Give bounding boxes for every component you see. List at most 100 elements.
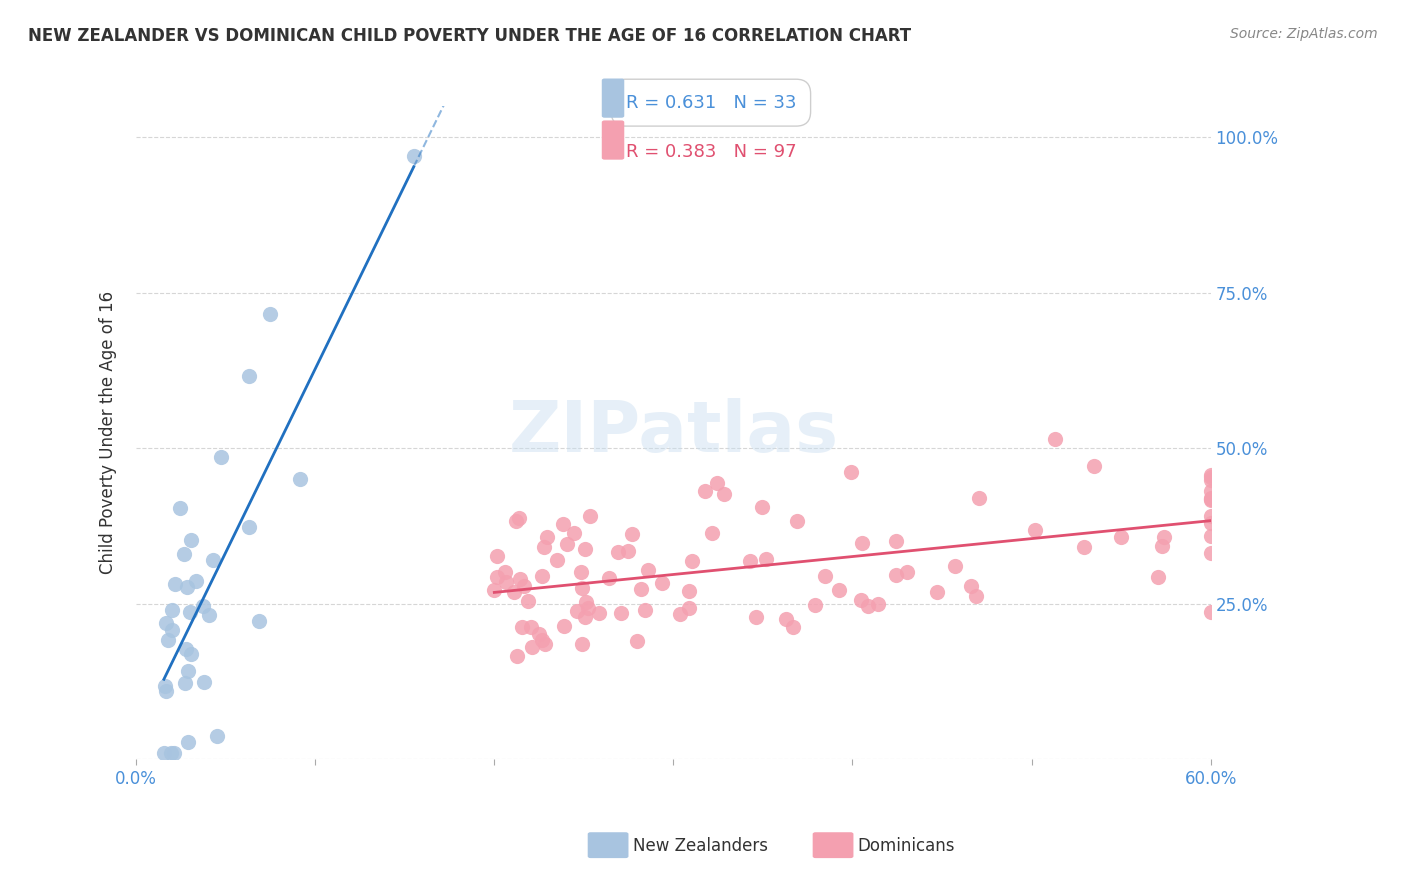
Point <box>259 307 281 321</box>
Point <box>565 604 588 618</box>
Point <box>678 600 700 615</box>
Point <box>198 608 221 623</box>
Point <box>184 574 207 588</box>
Point <box>160 746 183 760</box>
Point <box>173 676 195 690</box>
FancyBboxPatch shape <box>602 78 624 118</box>
Text: Source: ZipAtlas.com: Source: ZipAtlas.com <box>1230 27 1378 41</box>
Point <box>965 589 987 603</box>
Point <box>866 597 889 611</box>
Point <box>851 592 873 607</box>
Point <box>578 509 600 524</box>
Point <box>803 598 825 612</box>
Point <box>681 554 703 568</box>
Point <box>839 465 862 479</box>
Point <box>1199 492 1222 507</box>
Point <box>754 552 776 566</box>
Point <box>576 600 599 615</box>
Point <box>505 514 527 528</box>
Point <box>533 637 555 651</box>
Point <box>1043 432 1066 446</box>
Point <box>562 526 585 541</box>
Point <box>165 577 187 591</box>
Point <box>555 537 578 551</box>
Point <box>630 582 652 596</box>
Point <box>1199 470 1222 484</box>
Point <box>925 585 948 599</box>
Point <box>651 576 673 591</box>
Point <box>153 746 176 760</box>
Point <box>177 735 200 749</box>
Point <box>1073 541 1095 555</box>
Point <box>828 583 851 598</box>
Point <box>238 369 260 384</box>
Point <box>1083 458 1105 473</box>
Point <box>693 483 716 498</box>
Point <box>637 563 659 577</box>
Point <box>617 544 640 558</box>
Point <box>610 606 633 620</box>
Point <box>668 607 690 621</box>
Point <box>700 525 723 540</box>
Point <box>967 491 990 505</box>
Point <box>155 679 177 693</box>
Point <box>851 536 873 550</box>
Point <box>519 620 541 634</box>
Point <box>1199 509 1222 524</box>
Point <box>509 572 531 586</box>
Point <box>495 574 517 589</box>
Point <box>536 531 558 545</box>
Point <box>531 632 554 647</box>
Point <box>574 541 596 556</box>
Point <box>1199 529 1222 543</box>
Point <box>205 729 228 743</box>
Point <box>1111 530 1133 544</box>
Point <box>510 620 533 634</box>
Text: ZIPatlas: ZIPatlas <box>509 398 838 467</box>
Point <box>288 471 311 485</box>
Point <box>179 605 201 619</box>
Text: NEW ZEALANDER VS DOMINICAN CHILD POVERTY UNDER THE AGE OF 16 CORRELATION CHART: NEW ZEALANDER VS DOMINICAN CHILD POVERTY… <box>28 27 911 45</box>
Point <box>598 571 620 585</box>
Point <box>238 520 260 534</box>
Point <box>706 476 728 491</box>
Point <box>814 568 837 582</box>
Point <box>180 533 202 547</box>
Text: Dominicans: Dominicans <box>858 837 955 855</box>
Point <box>402 149 425 163</box>
Point <box>1199 605 1222 619</box>
Point <box>157 633 180 648</box>
Point <box>943 558 966 573</box>
Point <box>155 683 177 698</box>
Point <box>247 614 270 628</box>
Point <box>751 500 773 515</box>
Point <box>1150 539 1173 553</box>
Point <box>884 568 907 582</box>
Point <box>571 637 593 651</box>
Point <box>174 641 197 656</box>
Point <box>180 647 202 661</box>
Point <box>569 565 592 579</box>
Point <box>574 609 596 624</box>
Point <box>588 607 610 621</box>
Point <box>713 487 735 501</box>
Point <box>607 545 630 559</box>
Point <box>506 648 529 663</box>
Point <box>1199 516 1222 531</box>
Point <box>1199 473 1222 487</box>
Point <box>191 599 214 613</box>
FancyBboxPatch shape <box>602 120 624 160</box>
Point <box>1147 570 1170 584</box>
Point <box>530 568 553 582</box>
FancyBboxPatch shape <box>813 832 853 858</box>
Point <box>960 579 983 593</box>
Point <box>740 554 762 568</box>
Point <box>176 581 198 595</box>
Point <box>782 620 804 634</box>
Point <box>201 553 224 567</box>
Point <box>634 602 657 616</box>
Y-axis label: Child Poverty Under the Age of 16: Child Poverty Under the Age of 16 <box>100 291 117 574</box>
Point <box>884 533 907 548</box>
Point <box>856 599 879 614</box>
Point <box>508 511 530 525</box>
